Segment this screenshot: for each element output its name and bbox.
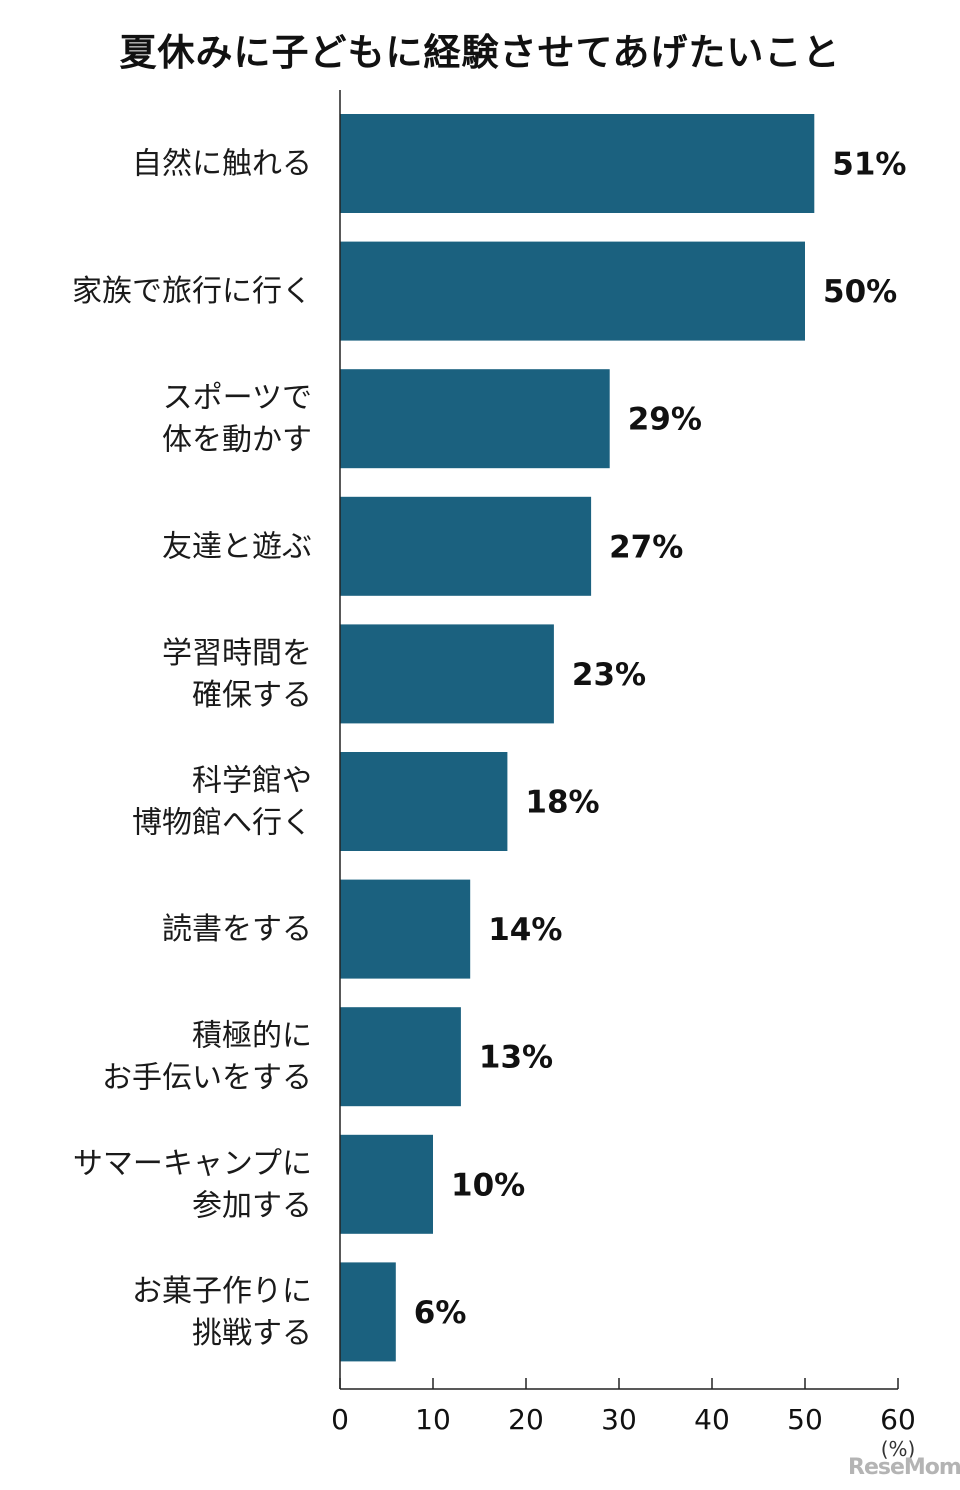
category-label: 体を動かす <box>162 423 312 458</box>
category-label: お手伝いをする <box>102 1061 312 1096</box>
bar <box>340 1262 396 1362</box>
category-label: 博物館へ行く <box>132 806 312 841</box>
value-label: 27% <box>609 529 683 565</box>
category-label: 友達と遊ぶ <box>162 529 312 564</box>
bar <box>340 496 592 596</box>
bar <box>340 879 471 979</box>
category-label: 学習時間を <box>162 636 312 671</box>
category-label: 挑戦する <box>192 1316 312 1351</box>
category-label: お菓子作りに <box>132 1274 312 1309</box>
category-label: 参加する <box>192 1188 312 1223</box>
x-tick-label: 40 <box>694 1403 730 1436</box>
category-label: 家族で旅行に行く <box>72 274 312 309</box>
bar <box>340 241 805 341</box>
x-tick-label: 30 <box>601 1403 637 1436</box>
value-label: 10% <box>451 1167 525 1203</box>
category-label: サマーキャンプに <box>73 1146 312 1181</box>
value-label: 50% <box>823 274 897 310</box>
bar <box>340 1007 461 1107</box>
value-label: 29% <box>628 402 702 438</box>
x-unit-label: (%) <box>881 1437 916 1461</box>
resemom-logo: ReseMom <box>848 1455 960 1480</box>
x-tick-label: 10 <box>415 1403 451 1436</box>
value-label: 14% <box>488 912 562 948</box>
value-label: 23% <box>572 657 646 693</box>
x-tick-label: 60 <box>880 1403 916 1436</box>
bar <box>340 114 815 213</box>
value-label: 18% <box>525 785 599 821</box>
x-axis: 0 10 20 30 40 50 60(%) <box>331 90 916 1461</box>
category-label: 積極的に <box>192 1019 312 1054</box>
category-label: 確保する <box>192 678 312 713</box>
category-label: 科学館や <box>192 764 312 799</box>
bar <box>340 624 554 724</box>
category-label: 読書をする <box>162 912 312 947</box>
x-tick-label: 50 <box>787 1403 823 1436</box>
value-label: 13% <box>479 1040 553 1076</box>
category-label: スポーツで <box>163 381 312 416</box>
value-label: 51% <box>832 147 906 183</box>
chart-title: 夏休みに子どもに経験させてあげたいこと <box>119 31 841 74</box>
category-label: 自然に触れる <box>132 147 312 182</box>
x-tick-label: 0 <box>331 1403 349 1436</box>
bar <box>340 752 508 851</box>
x-tick-label: 20 <box>508 1403 544 1436</box>
bar <box>340 369 610 469</box>
value-label: 6% <box>414 1295 467 1331</box>
bar <box>340 1134 433 1234</box>
